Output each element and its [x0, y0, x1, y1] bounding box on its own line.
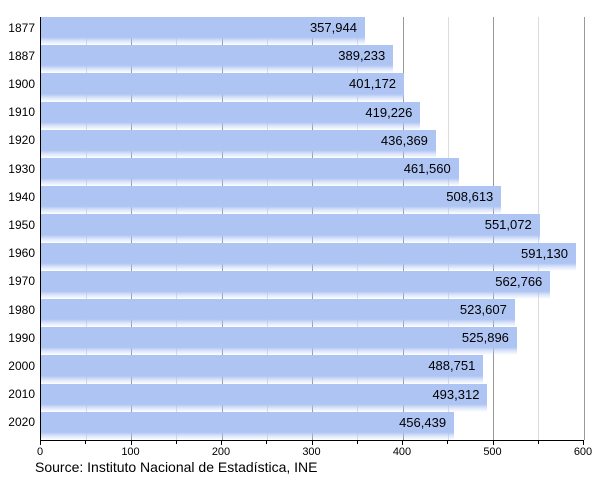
y-axis-tick-label: 1990	[8, 330, 35, 345]
source-note: Source: Instituto Nacional de Estadístic…	[35, 459, 318, 475]
y-axis-tick-label: 1970	[8, 274, 35, 289]
bar-value-label: 493,312	[432, 386, 480, 402]
bar	[41, 355, 484, 384]
bar	[41, 299, 515, 328]
x-axis-tick-label: 500	[483, 446, 502, 458]
bar	[41, 327, 517, 356]
x-axis-tick-label: 300	[302, 446, 321, 458]
y-axis-tick-label: 2020	[8, 415, 35, 430]
bar	[41, 411, 455, 440]
y-axis-tick-label: 1960	[8, 246, 35, 261]
bar-value-label: 523,607	[459, 302, 507, 317]
bar-value-label: 401,172	[349, 76, 397, 92]
bar-value-label: 357,944	[309, 20, 357, 35]
bar-value-label: 389,233	[338, 48, 386, 64]
bar	[41, 214, 540, 243]
bar	[41, 17, 365, 46]
bar	[41, 129, 436, 158]
y-axis-tick-label: 1920	[8, 133, 35, 148]
y-axis-tick-label: 1950	[8, 217, 35, 232]
x-axis-tick-label: 100	[121, 446, 140, 458]
bar	[41, 101, 421, 130]
bar	[41, 158, 459, 187]
x-axis-minor-tick	[266, 441, 268, 444]
x-axis-major-tick	[40, 441, 41, 445]
x-axis-major-tick	[221, 441, 222, 445]
x-axis-tick-label: 200	[211, 446, 231, 458]
y-axis-tick-label: 1930	[8, 161, 35, 176]
bar	[41, 242, 576, 271]
x-axis-major-tick	[311, 441, 313, 445]
x-axis-tick-label: 0	[36, 446, 44, 458]
bar-value-label: 419,226	[365, 104, 413, 120]
y-axis-tick-label: 1900	[8, 76, 35, 91]
bar-value-label: 461,560	[403, 161, 451, 176]
bar-value-label: 525,896	[461, 330, 509, 346]
bar-value-label: 551,072	[484, 217, 532, 233]
x-axis-tick-label: 600	[573, 446, 593, 458]
x-axis-major-tick	[492, 441, 494, 445]
bar	[41, 186, 502, 215]
bar	[41, 383, 488, 412]
bar	[41, 45, 394, 74]
x-axis-major-tick	[402, 441, 403, 445]
bar-value-label: 488,751	[428, 358, 476, 374]
y-axis-tick-label: 1980	[8, 302, 35, 317]
x-axis-minor-tick	[356, 441, 358, 444]
y-axis-tick-label: 2010	[8, 387, 35, 402]
y-axis-tick-label: 1940	[8, 189, 35, 204]
x-axis-minor-tick	[447, 441, 449, 444]
bar-value-label: 436,369	[380, 132, 428, 148]
x-axis-tick-label: 400	[392, 446, 412, 458]
major-gridline	[583, 17, 585, 440]
bar-value-label: 562,766	[495, 273, 543, 289]
bar-value-label: 456,439	[399, 414, 447, 430]
y-axis-tick-label: 2000	[8, 358, 35, 373]
y-axis-tick-label: 1910	[8, 105, 35, 120]
x-axis-major-tick	[130, 441, 132, 445]
x-axis-minor-tick	[537, 441, 539, 444]
x-axis-major-tick	[583, 441, 584, 445]
y-axis-tick-label: 1887	[8, 48, 35, 63]
bar-value-label: 508,613	[446, 189, 494, 205]
plot-area: 357,944 389,233 401,172 419,226 436,369 461,5…	[40, 17, 585, 441]
x-axis-minor-tick	[85, 441, 87, 444]
y-axis-tick-label: 1877	[8, 20, 35, 35]
bar-value-label: 591,130	[520, 245, 568, 261]
x-axis-minor-tick	[175, 441, 177, 444]
bar	[41, 270, 551, 299]
bar	[41, 73, 405, 102]
